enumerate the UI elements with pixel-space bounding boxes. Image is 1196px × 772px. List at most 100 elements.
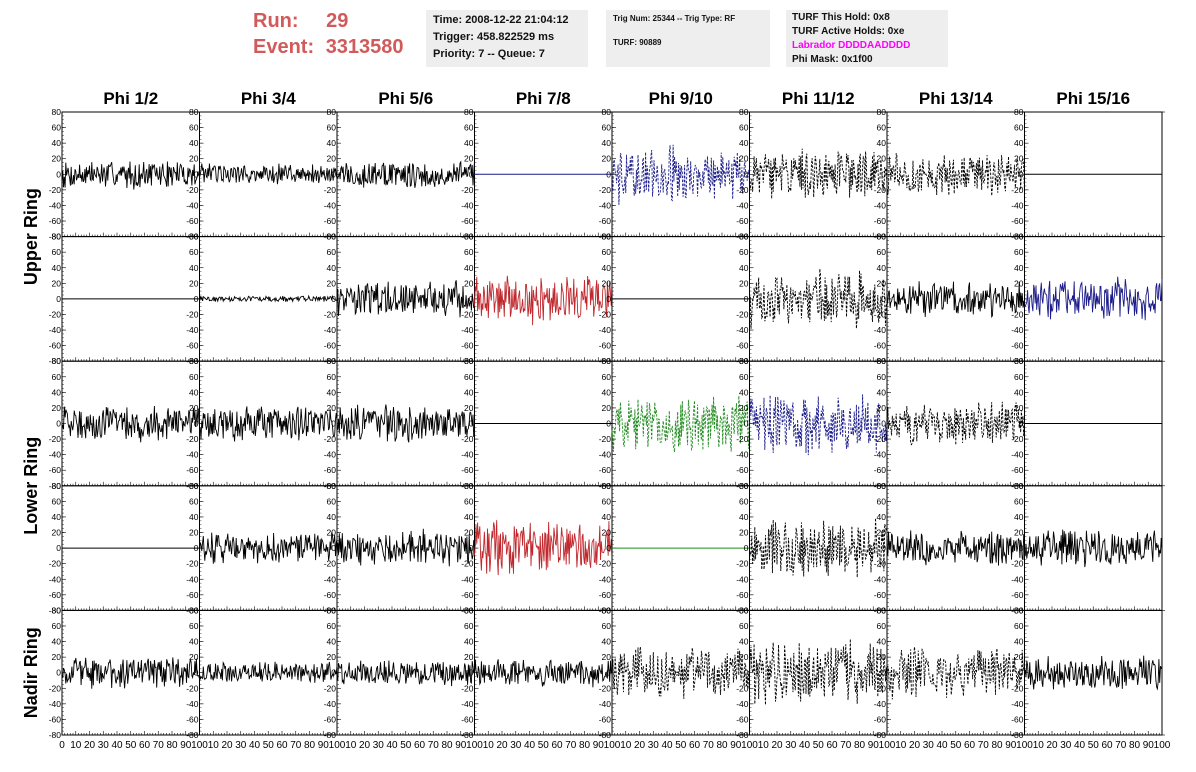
- run-row: Run: 29: [253, 8, 404, 34]
- y-tick-label: -40: [186, 325, 199, 335]
- y-tick-label: 80: [739, 232, 749, 242]
- y-tick-label: 60: [327, 247, 337, 257]
- x-tick-label: 30: [785, 740, 797, 751]
- y-tick-label: 40: [602, 138, 612, 148]
- y-tick-label: 40: [464, 387, 474, 397]
- x-tick-label: 100: [879, 740, 896, 751]
- turf-info-box: TURF This Hold: 0x8 TURF Active Holds: 0…: [786, 10, 948, 67]
- y-tick-label: 40: [327, 138, 337, 148]
- y-tick-label: -80: [49, 232, 62, 242]
- x-tick-label: 90: [868, 740, 880, 751]
- y-tick-label: 60: [602, 247, 612, 257]
- x-tick-label: 100: [466, 740, 483, 751]
- y-tick-label: 0: [469, 419, 474, 429]
- y-tick-label: 20: [52, 528, 62, 538]
- y-tick-label: -60: [461, 590, 474, 600]
- y-tick-label: -20: [461, 683, 474, 693]
- waveform-trace: [336, 404, 475, 443]
- y-tick-label: 40: [877, 387, 887, 397]
- x-tick-label: 40: [799, 740, 811, 751]
- waveform-trace: [199, 163, 338, 185]
- waveform-trace: [611, 395, 750, 453]
- y-tick-label: 0: [56, 543, 61, 553]
- y-tick-label: 20: [602, 652, 612, 662]
- y-tick-label: 0: [881, 543, 886, 553]
- y-tick-label: -20: [874, 309, 887, 319]
- x-tick-label: 70: [428, 740, 440, 751]
- x-tick-label: 30: [373, 740, 385, 751]
- y-tick-label: -40: [874, 574, 887, 584]
- waveform-trace: [886, 401, 1025, 446]
- y-tick-label: 60: [52, 123, 62, 133]
- y-tick-label: 40: [739, 138, 749, 148]
- x-tick-label: 60: [551, 740, 563, 751]
- y-tick-label: -20: [599, 185, 612, 195]
- y-tick-label: -60: [49, 714, 62, 724]
- y-tick-label: -40: [186, 699, 199, 709]
- y-tick-label: -20: [874, 434, 887, 444]
- y-tick-label: 80: [189, 356, 199, 366]
- priority-text: Priority: 7 -- Queue: 7: [433, 48, 545, 60]
- y-tick-label: 20: [464, 154, 474, 164]
- y-tick-label: 80: [52, 107, 62, 117]
- x-tick-label: 90: [1143, 740, 1155, 751]
- ring-label: Lower Ring: [21, 437, 41, 535]
- y-tick-label: 0: [469, 668, 474, 678]
- x-tick-label: 80: [854, 740, 866, 751]
- y-tick-label: 80: [52, 232, 62, 242]
- x-tick-label: 60: [276, 740, 288, 751]
- y-tick-label: 60: [877, 123, 887, 133]
- y-tick-label: -60: [736, 341, 749, 351]
- waveform-trace: [474, 275, 613, 326]
- y-tick-label: 0: [606, 169, 611, 179]
- y-tick-label: 20: [602, 278, 612, 288]
- y-tick-label: -20: [874, 683, 887, 693]
- y-tick-label: 20: [189, 652, 199, 662]
- y-tick-label: -20: [49, 309, 62, 319]
- y-tick-label: 80: [189, 481, 199, 491]
- y-tick-label: 60: [189, 372, 199, 382]
- phi-mask-text: Phi Mask: 0x1f00: [792, 54, 873, 65]
- y-tick-label: 20: [877, 403, 887, 413]
- x-tick-label: 60: [1101, 740, 1113, 751]
- turf-active-text: TURF Active Holds: 0xe: [792, 26, 905, 37]
- y-tick-label: 60: [739, 123, 749, 133]
- y-tick-label: 20: [52, 652, 62, 662]
- y-tick-label: 20: [602, 154, 612, 164]
- x-tick-label: 50: [675, 740, 687, 751]
- y-tick-label: -20: [599, 559, 612, 569]
- y-tick-label: -60: [461, 341, 474, 351]
- y-tick-label: 20: [189, 278, 199, 288]
- trig-info-box: Trig Num: 25344 -- Trig Type: RF TURF: 9…: [606, 10, 770, 67]
- y-tick-label: 20: [52, 154, 62, 164]
- turf-hold-text: TURF This Hold: 0x8: [792, 12, 890, 23]
- waveform-trace: [474, 520, 613, 576]
- y-tick-label: 80: [602, 356, 612, 366]
- waveform-trace: [886, 530, 1025, 566]
- y-tick-label: -60: [874, 216, 887, 226]
- x-tick-label: 10: [620, 740, 632, 751]
- y-tick-label: 60: [1014, 372, 1024, 382]
- y-tick-label: -80: [186, 730, 199, 740]
- x-tick-label: 80: [441, 740, 453, 751]
- y-tick-label: 40: [464, 138, 474, 148]
- y-tick-label: 20: [1014, 154, 1024, 164]
- y-tick-label: -40: [874, 325, 887, 335]
- y-tick-label: 40: [602, 512, 612, 522]
- y-tick-label: 0: [331, 543, 336, 553]
- x-tick-label: 40: [249, 740, 261, 751]
- y-tick-label: 80: [602, 232, 612, 242]
- y-tick-label: 20: [739, 154, 749, 164]
- x-tick-label: 70: [840, 740, 852, 751]
- x-tick-label: 80: [579, 740, 591, 751]
- column-title: Phi 1/2: [103, 89, 158, 108]
- y-tick-label: -60: [1011, 341, 1024, 351]
- y-tick-label: -20: [736, 185, 749, 195]
- x-tick-label: 80: [304, 740, 316, 751]
- y-tick-label: 60: [189, 123, 199, 133]
- y-tick-label: 60: [189, 496, 199, 506]
- y-tick-label: 20: [602, 528, 612, 538]
- x-tick-label: 20: [496, 740, 508, 751]
- y-tick-label: 0: [56, 668, 61, 678]
- y-tick-label: -60: [49, 216, 62, 226]
